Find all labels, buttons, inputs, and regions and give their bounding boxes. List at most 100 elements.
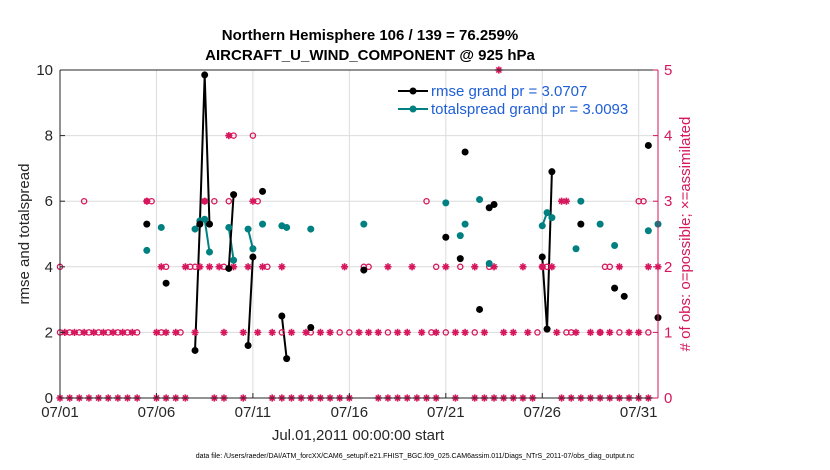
chart-title-line1: Northern Hemisphere 106 / 139 = 76.259% [222,27,518,44]
obs-assimilated-marker [268,328,276,336]
spread-point [259,220,267,228]
obs-assimilated-marker [644,263,652,271]
spread-point [283,223,291,231]
obs-assimilated-marker [355,328,363,336]
obs-star-stroke [563,198,570,205]
obs-assimilated-marker [152,328,161,336]
obs-possible-marker [80,197,88,205]
obs-star-stroke [278,263,285,270]
obs-star-stroke [259,263,266,270]
obs-star-stroke [418,329,425,336]
obs-star-stroke [244,263,252,270]
rmse-point [225,264,233,272]
obs-assimilated-marker [553,328,561,336]
obs-assimilated-marker [615,263,624,271]
spread-point [596,220,604,228]
obs-assimilated-marker [480,328,488,336]
spread-point [244,225,252,233]
obs-star-stroke [471,263,478,270]
obs-star-stroke [355,329,363,336]
obs-possible-marker [249,132,257,139]
rmse-point [644,141,652,149]
rmse-point [283,355,291,363]
obs-star-stroke [317,329,324,336]
obs-assimilated-marker [606,328,614,336]
rmse-point [191,346,199,354]
obs-star-stroke [597,329,604,336]
left-tick-label: 6 [45,193,53,210]
obs-possible-marker [225,197,233,205]
legend-marker-rmse [409,87,417,95]
spread-point [548,214,556,222]
obs-star-stroke [109,329,117,336]
obs-star-stroke [302,329,310,336]
obs-star-stroke [408,263,416,270]
rmse-point [543,325,551,333]
series-markers [143,71,662,363]
rmse-point [143,220,151,228]
obs-assimilated-marker [635,328,643,336]
rmse-point [360,266,368,274]
obs-assimilated-marker [258,263,267,271]
obs-star-stroke [645,263,652,270]
obs-star-stroke [384,263,392,270]
obs-assimilated-marker [70,328,79,336]
rmse-point [201,71,209,79]
obs-star-stroke [153,329,160,336]
right-tick-label: 5 [664,62,672,79]
legend: rmse grand pr = 3.0707 totalspread grand… [398,83,628,118]
obs-star-stroke [326,329,334,336]
obs-possible-marker [365,263,372,271]
rmse-point [442,233,450,241]
left-tick-label: 10 [36,62,53,79]
obs-star-stroke [71,329,78,336]
left-tick-label: 8 [45,128,53,145]
obs-assimilated-marker [625,328,633,336]
obs-assimilated-marker [509,328,517,336]
spread-point [611,241,619,249]
obs-star-stroke [191,329,199,336]
spread-point [230,256,238,264]
obs-assimilated-marker [244,263,252,271]
obs-star-stroke [254,329,261,336]
obs-star-stroke [625,329,633,336]
obs-assimilated-marker [393,328,402,336]
x-tick-label: 07/06 [138,404,176,421]
obs-assimilated-marker [461,328,469,336]
spread-point [157,223,165,231]
left-tick-label: 4 [45,259,53,276]
obs-star-stroke [572,329,580,336]
obs-assimilated-marker [254,328,262,336]
obs-star-stroke [510,329,517,336]
obs-star-stroke [462,329,469,336]
rmse-point [230,191,238,199]
x-tick-label: 07/31 [620,404,658,421]
obs-star-stroke [249,198,256,205]
obs-assimilated-marker [157,263,165,271]
obs-star-stroke [539,263,546,270]
spread-point [577,197,585,205]
obs-star-stroke [375,329,382,336]
spread-point [206,248,213,256]
obs-star-stroke [201,198,208,205]
spread-point [249,245,257,253]
obs-assimilated-marker [418,328,426,336]
rmse-point [476,305,484,313]
left-tick-label: 0 [45,390,53,407]
x-tick-label: 07/11 [235,404,271,421]
obs-possible-marker [384,329,392,336]
obs-possible-marker [432,263,440,271]
obs-star-stroke [365,329,372,336]
rmse-point [620,292,628,300]
obs-star-stroke [341,263,348,270]
obs-assimilated-marker [302,328,310,336]
obs-assimilated-marker [191,328,199,336]
spread-point [360,220,368,228]
obs-assimilated-marker [432,328,440,336]
obs-assimilated-marker [572,328,580,336]
obs-star-stroke [196,263,203,270]
obs-assimilated-marker [172,328,180,336]
obs-assimilated-marker [119,328,127,336]
obs-possible-marker [278,329,286,336]
right-tick-label: 0 [664,390,672,407]
